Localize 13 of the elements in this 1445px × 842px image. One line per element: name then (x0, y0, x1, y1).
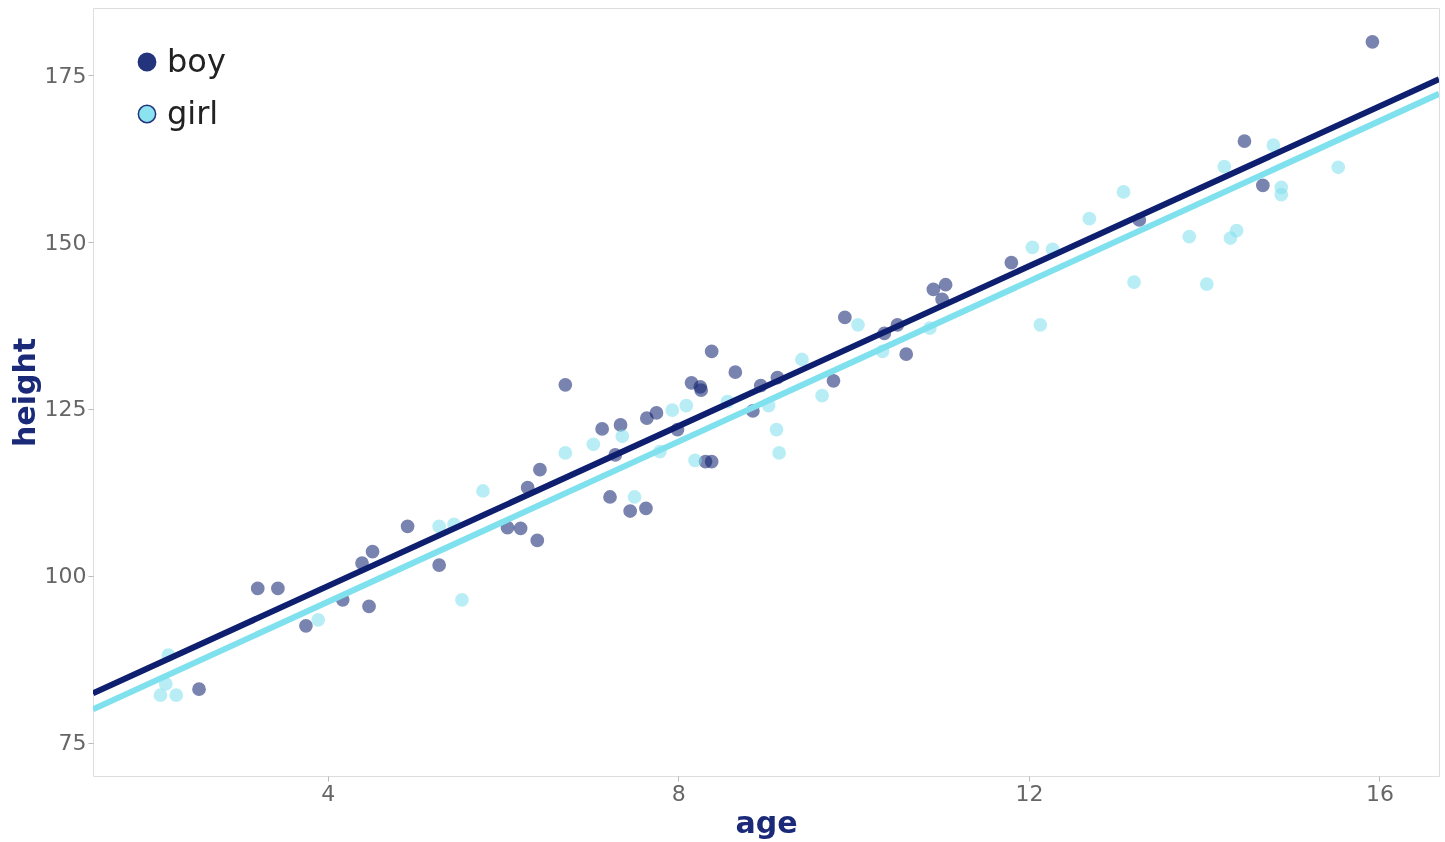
y-tick-label: 125 (44, 396, 87, 422)
legend-label: girl (167, 94, 219, 132)
y-tick-label: 100 (44, 563, 87, 589)
x-tick-label: 12 (1015, 780, 1044, 806)
x-tick-label: 4 (321, 780, 336, 806)
x-tick-label: 16 (1365, 780, 1394, 806)
y-tick-label: 175 (44, 62, 87, 88)
x-axis-title: age (735, 804, 798, 840)
legend-label: boy (167, 42, 226, 80)
x-tick-label: 8 (671, 780, 686, 806)
y-tick-label: 75 (58, 730, 87, 756)
y-axis-title: height (6, 337, 42, 448)
y-tick-label: 150 (44, 229, 87, 255)
